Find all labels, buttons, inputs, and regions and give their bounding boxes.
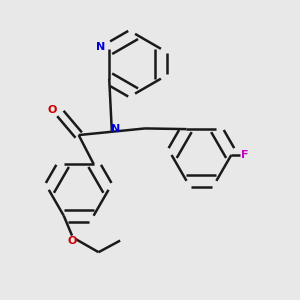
Text: F: F <box>241 150 248 160</box>
Text: O: O <box>47 104 57 115</box>
Text: N: N <box>111 124 121 134</box>
Text: O: O <box>67 236 77 246</box>
Text: N: N <box>96 42 106 52</box>
